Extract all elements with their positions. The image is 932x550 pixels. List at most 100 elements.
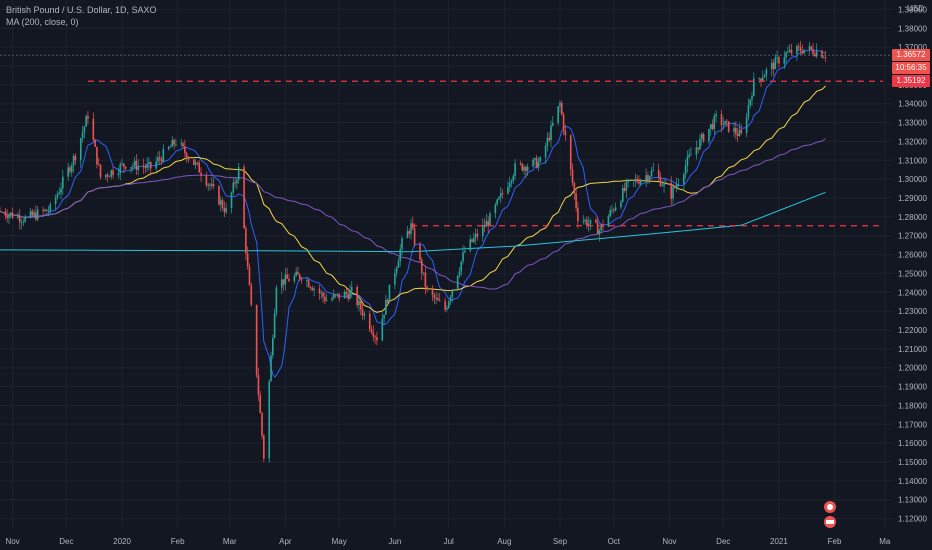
candle-body	[207, 184, 210, 186]
candle-body	[675, 184, 678, 188]
horizontal-levels[interactable]	[87, 80, 884, 227]
candle-body	[81, 132, 84, 139]
symbol-title[interactable]: British Pound / U.S. Dollar, 1D, SAXO	[6, 5, 157, 15]
candle-body	[776, 57, 778, 59]
candle-body	[376, 337, 378, 341]
candle-body	[167, 146, 170, 150]
candle-body	[695, 147, 698, 155]
candle-body	[345, 291, 348, 294]
candle-body	[0, 211, 1, 212]
time-axis[interactable]: Nov Dec 2020 Feb Mar Apr May Jun Jul Aug Sep Oct Nov…	[5, 537, 890, 546]
price-tick-label: 1.15000	[898, 458, 927, 467]
candle-body	[824, 57, 827, 59]
candle-body	[499, 193, 502, 198]
grid	[0, 0, 892, 528]
candle-body	[320, 292, 323, 294]
candle-body	[210, 184, 213, 186]
candle-body	[105, 174, 107, 178]
candle-body	[42, 209, 44, 211]
price-tick-label: 1.25000	[898, 269, 927, 278]
candle-body	[36, 209, 39, 220]
candle-body	[31, 211, 34, 216]
price-tick-label: 1.12000	[898, 515, 927, 524]
candle-body	[29, 211, 32, 217]
candle-body	[711, 124, 714, 130]
candle-body	[474, 233, 477, 238]
candle-body	[350, 287, 353, 291]
candle-body	[682, 174, 685, 184]
ma-line-slow	[0, 138, 826, 290]
candle-body	[699, 138, 701, 150]
candle-body	[408, 231, 411, 234]
candle-body	[175, 144, 177, 146]
candle-body	[311, 288, 314, 291]
candle-body	[198, 162, 201, 173]
candle-body	[523, 166, 525, 171]
candle-body	[544, 146, 547, 158]
candle-body	[8, 214, 10, 219]
candle-body	[397, 261, 400, 268]
candle-body	[727, 121, 730, 132]
candle-body	[255, 304, 258, 376]
candle-body	[69, 167, 71, 172]
candle-body	[106, 174, 109, 177]
price-tick-label: 1.19000	[898, 383, 927, 392]
candle-body	[665, 182, 667, 184]
candle-body	[374, 336, 376, 338]
time-tick-label: Ma	[879, 537, 891, 546]
news-badge-icon[interactable]	[822, 500, 838, 530]
candle-body	[745, 117, 748, 134]
currency-label[interactable]: USD	[907, 4, 924, 13]
price-tick-label: 1.31000	[898, 156, 927, 165]
candle-body	[410, 223, 412, 234]
candle-body	[575, 193, 577, 208]
time-tick-label: Mar	[223, 537, 237, 546]
candle-body	[157, 157, 159, 162]
candle-body	[306, 280, 308, 281]
candle-body	[271, 338, 274, 356]
price-tick-label: 1.39000	[898, 5, 927, 14]
candle-body	[774, 57, 777, 70]
candle-body	[85, 116, 87, 127]
candle-body	[49, 204, 52, 211]
candle-body	[142, 165, 145, 168]
time-tick-label: Dec	[59, 537, 73, 546]
candle-body	[243, 166, 245, 229]
candle-body	[119, 164, 122, 174]
candle-body	[645, 175, 647, 180]
candle-body	[62, 176, 64, 189]
candle-body	[652, 169, 655, 171]
candle-body	[331, 298, 333, 301]
price-tick-label: 1.29000	[898, 194, 927, 203]
candle-body	[169, 146, 172, 148]
candle-body	[275, 287, 278, 314]
candle-body	[18, 215, 21, 223]
price-tick-label: 1.23000	[898, 307, 927, 316]
candle-body	[670, 183, 673, 199]
candle-body	[135, 160, 138, 170]
candle-body	[110, 170, 113, 177]
candle-body	[117, 173, 120, 176]
candle-body	[663, 182, 665, 186]
candle-body	[686, 156, 689, 166]
candle-body	[358, 300, 360, 306]
candle-body	[525, 166, 527, 172]
time-tick-label: 2020	[113, 537, 131, 546]
candle-body	[537, 161, 540, 168]
candle-body	[821, 50, 823, 58]
candle-body	[4, 211, 7, 216]
candle-body	[99, 164, 102, 178]
ma-legend-entry[interactable]: MA (200, close, 0)	[6, 17, 79, 27]
candle-body	[194, 162, 197, 165]
candle-body	[406, 231, 409, 239]
price-tick-label: 1.18000	[898, 401, 927, 410]
candle-body	[778, 57, 780, 64]
candle-body	[288, 278, 290, 282]
candle-body	[132, 165, 134, 168]
time-tick-label: Nov	[662, 537, 676, 546]
candle-body	[60, 188, 62, 193]
candle-body	[83, 126, 86, 133]
candle-body	[557, 106, 559, 123]
candle-body	[97, 164, 100, 166]
